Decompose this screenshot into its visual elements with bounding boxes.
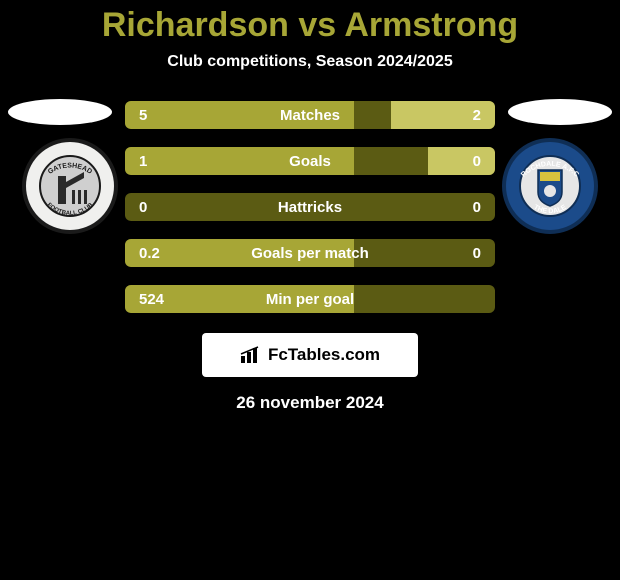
- stat-row: 00Hattricks: [125, 193, 495, 221]
- stat-label: Goals: [125, 153, 495, 170]
- stat-label: Goals per match: [125, 245, 495, 262]
- page-title: Richardson vs Armstrong: [0, 0, 620, 45]
- branding-text: FcTables.com: [268, 345, 380, 365]
- subtitle: Club competitions, Season 2024/2025: [0, 53, 620, 71]
- gateshead-crest-icon: GATESHEAD FOOTBALL CLUB: [20, 136, 120, 236]
- stat-bars: 52Matches 10Goals 00Hattricks 0.20Goals per…: [125, 93, 495, 313]
- stat-row: 0.20Goals per match: [125, 239, 495, 267]
- date-text: 26 november 2024: [0, 393, 620, 413]
- club-crest-left: GATESHEAD FOOTBALL CLUB: [20, 143, 120, 229]
- stat-label: Min per goal: [125, 291, 495, 308]
- stat-row: 10Goals: [125, 147, 495, 175]
- rochdale-crest-icon: ROCHDALE A.F.C THE DALE: [500, 136, 600, 236]
- bar-chart-icon: [240, 346, 262, 364]
- stat-row: 52Matches: [125, 101, 495, 129]
- branding-badge: FcTables.com: [202, 333, 418, 377]
- stat-label: Matches: [125, 107, 495, 124]
- accent-ellipse-right: [508, 99, 612, 125]
- stat-row: 524Min per goal: [125, 285, 495, 313]
- accent-ellipse-left: [8, 99, 112, 125]
- stat-label: Hattricks: [125, 199, 495, 216]
- comparison-panel: GATESHEAD FOOTBALL CLUB ROCHDALE A.F.C T…: [0, 93, 620, 413]
- club-crest-right: ROCHDALE A.F.C THE DALE: [500, 143, 600, 229]
